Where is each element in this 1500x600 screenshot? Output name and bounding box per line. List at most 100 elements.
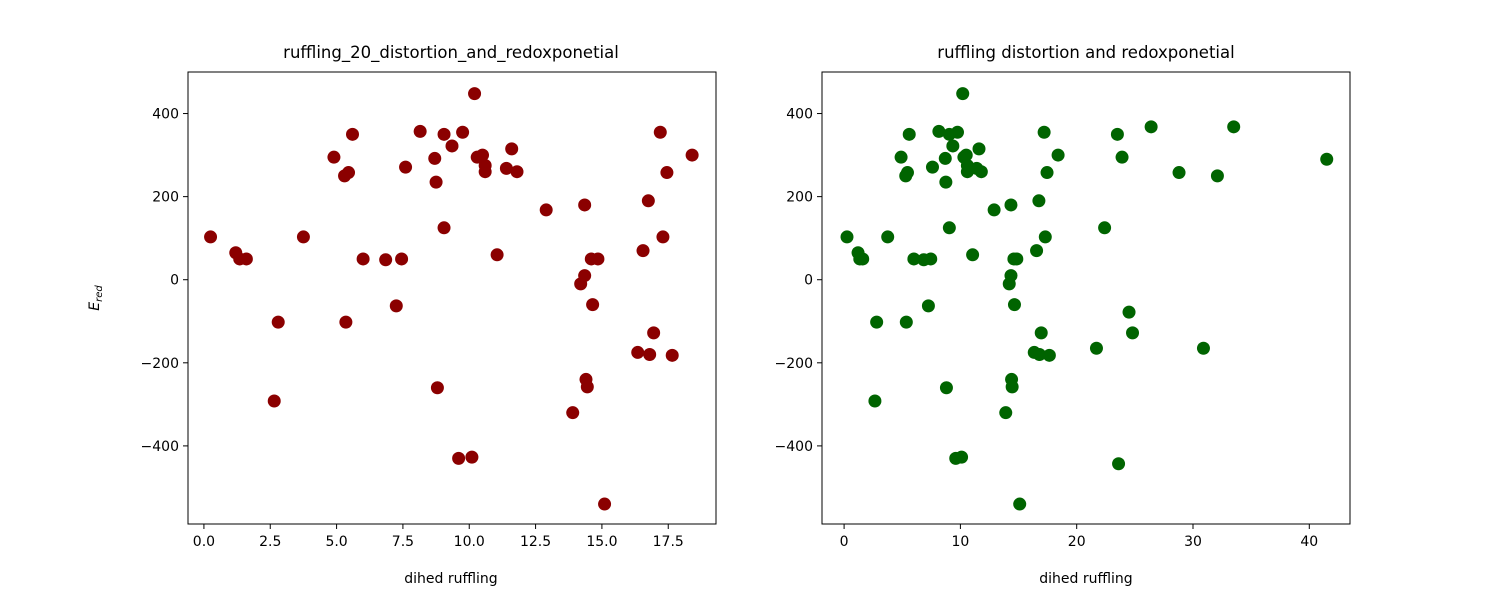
left-axes-frame	[187, 71, 717, 525]
left-y-axis-label-main: E	[87, 302, 103, 311]
left-scatter-point	[578, 269, 592, 283]
left-x-tick-label: 15.0	[586, 534, 617, 550]
right-scatter-point	[899, 315, 913, 329]
right-x-tick-label: 0	[840, 534, 849, 550]
left-scatter-point	[598, 497, 612, 511]
left-scatter-point	[456, 125, 470, 139]
right-scatter-point	[870, 315, 884, 329]
left-scatter-point	[653, 125, 667, 139]
right-scatter-point	[1030, 244, 1044, 258]
right-scatter-point	[1089, 341, 1103, 355]
right-scatter-point	[1010, 252, 1024, 266]
right-scatter-point	[938, 151, 952, 165]
right-scatter-point	[902, 127, 916, 141]
right-y-tick-label: −200	[775, 356, 813, 372]
right-scatter-point	[942, 221, 956, 235]
right-x-axis-label: dihed ruffling	[1039, 571, 1132, 587]
right-x-tick-label: 30	[1184, 534, 1202, 550]
left-scatter-point	[660, 166, 674, 180]
left-scatter-point	[631, 345, 645, 359]
left-scatter-point	[452, 451, 466, 465]
left-scatter-point	[505, 142, 519, 156]
right-scatter-point	[932, 124, 946, 138]
left-scatter-point	[685, 148, 699, 162]
right-axes-frame	[821, 71, 1351, 525]
right-scatter-point	[1032, 194, 1046, 208]
right-chart-title: ruffling distortion and redoxponetial	[937, 43, 1234, 62]
left-scatter-point	[465, 450, 479, 464]
right-scatter-point	[966, 248, 980, 262]
left-x-ticks: 0.0 2.5 5.0 7.5 10.0 12.5 15.0 17.5	[193, 524, 684, 550]
right-y-ticks: −400 −200 0 200 400	[775, 107, 822, 455]
left-scatter-point	[339, 315, 353, 329]
right-y-tick-label: 0	[804, 273, 813, 289]
left-scatter-point	[566, 406, 580, 420]
right-scatter-point	[856, 252, 870, 266]
right-scatter-point	[1034, 326, 1048, 340]
right-scatter-point	[907, 252, 921, 266]
left-scatter-point	[636, 244, 650, 258]
right-scatter-point	[1172, 166, 1186, 180]
left-scatter-point	[478, 165, 492, 179]
right-scatter-point	[925, 160, 939, 174]
left-x-tick-label: 17.5	[653, 534, 684, 550]
right-scatter-points	[840, 87, 1334, 511]
left-scatter-point	[429, 175, 443, 189]
right-x-tick-label: 40	[1300, 534, 1318, 550]
left-scatter-point	[239, 252, 253, 266]
right-subplot: ruffling distortion and redoxponetial 0 1…	[775, 43, 1351, 587]
left-x-tick-label: 10.0	[454, 534, 485, 550]
left-scatter-point	[445, 139, 459, 153]
left-x-tick-label: 12.5	[520, 534, 551, 550]
right-x-tick-label: 20	[1068, 534, 1086, 550]
right-scatter-point	[1004, 269, 1018, 283]
right-scatter-point	[1122, 305, 1136, 319]
left-scatter-point	[490, 248, 504, 262]
left-scatter-point	[580, 380, 594, 394]
right-scatter-point	[1042, 348, 1056, 362]
right-scatter-point	[868, 394, 882, 408]
right-scatter-point	[1196, 341, 1210, 355]
right-scatter-point	[972, 142, 986, 156]
left-scatter-point	[413, 124, 427, 138]
right-scatter-point	[1227, 120, 1241, 134]
left-scatter-points	[204, 87, 699, 511]
left-scatter-point	[641, 194, 655, 208]
right-scatter-point	[1098, 221, 1112, 235]
left-scatter-point	[437, 221, 451, 235]
left-x-tick-label: 7.5	[392, 534, 414, 550]
right-scatter-point	[956, 87, 970, 101]
right-scatter-point	[974, 165, 988, 179]
right-scatter-point	[1037, 125, 1051, 139]
left-chart-title: ruffling_20_distortion_and_redoxponetial	[283, 43, 619, 63]
left-scatter-point	[267, 394, 281, 408]
right-scatter-point	[950, 125, 964, 139]
left-x-axis-label: dihed ruffling	[404, 571, 497, 587]
right-scatter-point	[1005, 380, 1019, 394]
right-x-tick-label: 10	[951, 534, 969, 550]
right-scatter-point	[881, 230, 895, 244]
left-scatter-point	[468, 87, 482, 101]
right-scatter-point	[1051, 148, 1065, 162]
right-scatter-point	[1004, 198, 1018, 212]
right-scatter-point	[1110, 127, 1124, 141]
right-scatter-point	[955, 450, 969, 464]
left-x-tick-label: 5.0	[325, 534, 347, 550]
right-scatter-point	[959, 148, 973, 162]
left-y-tick-label: 0	[170, 273, 179, 289]
left-scatter-point	[430, 381, 444, 395]
right-x-ticks: 0 10 20 30 40	[840, 524, 1318, 550]
right-scatter-point	[1040, 166, 1054, 180]
right-y-tick-label: 400	[786, 107, 813, 123]
left-scatter-point	[296, 230, 310, 244]
right-scatter-point	[924, 252, 938, 266]
left-subplot: ruffling_20_distortion_and_redoxponetial…	[87, 43, 717, 587]
left-scatter-point	[327, 150, 341, 164]
left-y-tick-label: −400	[141, 439, 179, 455]
left-scatter-point	[510, 165, 524, 179]
right-scatter-point	[1210, 169, 1224, 183]
left-scatter-point	[539, 203, 553, 217]
left-scatter-point	[499, 161, 513, 175]
